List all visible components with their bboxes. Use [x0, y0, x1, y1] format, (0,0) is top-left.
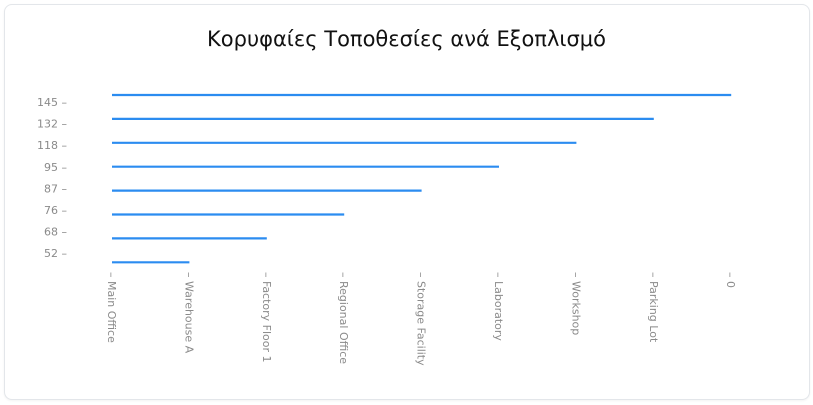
x-tick-label: – Workshop [569, 272, 582, 335]
y-tick-label: 145 – [37, 96, 67, 109]
x-tick-label: – Parking Lot [647, 272, 660, 343]
y-tick-label: 52 – [44, 247, 67, 260]
x-tick-label: – Factory Floor 1 [260, 272, 273, 363]
x-tick-label: – Storage Facility [415, 272, 428, 366]
x-tick-label: – Regional Office [337, 272, 350, 364]
y-tick-label: 68 – [44, 226, 67, 239]
x-tick-label: – 0 [724, 272, 737, 288]
x-tick-label: – Laboratory [492, 272, 505, 341]
y-tick-label: 87 – [44, 182, 67, 195]
y-tick-label: 95 – [44, 161, 67, 174]
y-tick-label: 118 – [37, 139, 67, 152]
x-tick-label: – Main Office [105, 272, 118, 343]
x-tick-label: – Warehouse A [182, 272, 195, 354]
chart-card [4, 4, 810, 400]
y-tick-label: 76 – [44, 204, 67, 217]
y-tick-label: 132 – [37, 118, 67, 131]
chart-title: Κορυφαίες Τοποθεσίες ανά Εξοπλισμό [207, 27, 606, 51]
